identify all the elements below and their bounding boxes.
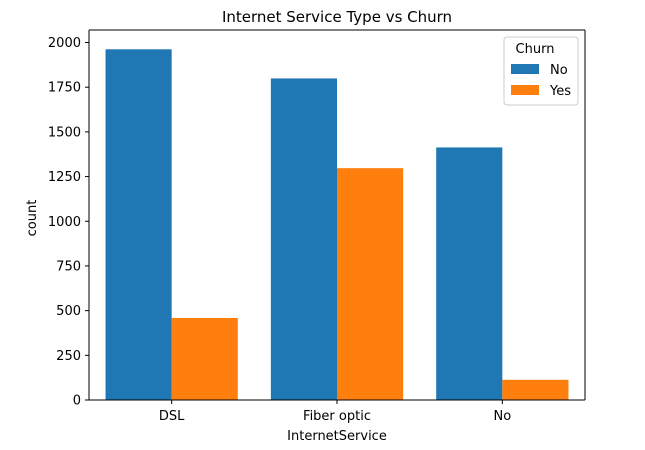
y-tick-label: 0 [73,394,81,409]
legend-swatch-no [511,64,539,74]
x-axis-label: InternetService [287,429,387,444]
y-tick-label: 1000 [48,215,81,230]
y-axis-label: count [25,200,40,237]
y-axis-ticks: 0 250 500 750 1000 1250 1500 1750 2000 [48,36,89,409]
y-tick-label: 750 [56,259,81,274]
legend-swatch-yes [511,85,539,95]
bar-dsl-no [105,49,172,400]
legend-label-yes: Yes [549,84,571,99]
bar-no-no [436,147,503,400]
bars-group [105,49,569,401]
y-tick-label: 2000 [48,36,81,51]
legend-label-no: No [550,63,568,78]
legend-title: Churn [516,42,555,57]
y-tick-label: 250 [56,349,81,364]
bar-fiber-optic-yes [337,168,404,400]
x-tick-label: No [493,409,511,424]
legend: Churn No Yes [503,36,579,106]
bar-no-yes [502,379,569,400]
legend-entries: No Yes [511,63,571,99]
plot-frame [88,29,586,401]
x-axis-ticks: DSL Fiber optic No [159,400,511,424]
y-tick-label: 1500 [48,125,81,140]
y-tick-label: 500 [56,304,81,319]
bar-dsl-yes [171,317,238,400]
y-tick-label: 1250 [48,170,81,185]
bar-fiber-optic-no [270,78,337,401]
x-tick-label: Fiber optic [303,409,371,424]
chart-title: Internet Service Type vs Churn [222,8,452,26]
y-tick-label: 1750 [48,81,81,96]
x-tick-label: DSL [159,409,185,424]
